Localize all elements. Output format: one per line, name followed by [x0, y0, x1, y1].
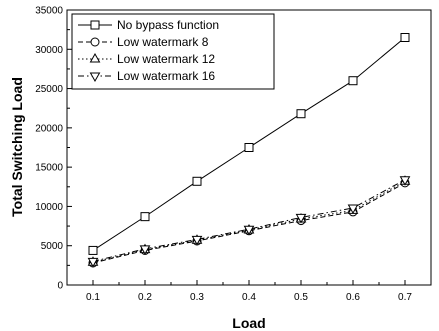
- legend-label: Low watermark 8: [117, 35, 209, 49]
- data-point: [140, 212, 150, 222]
- legend-marker: [90, 37, 100, 47]
- series-2: [88, 178, 410, 268]
- series-line: [92, 180, 406, 263]
- legend-label: Low watermark 16: [117, 69, 215, 83]
- data-point: [139, 245, 151, 255]
- legend-label: Low watermark 12: [117, 52, 215, 66]
- legend-marker: [89, 52, 101, 63]
- data-point: [296, 109, 306, 119]
- y-tick-label: 15000: [35, 163, 63, 174]
- y-tick-label: 20000: [35, 123, 63, 134]
- data-point: [244, 143, 254, 152]
- x-tick-label: 0.3: [190, 292, 204, 303]
- x-tick-label: 0.1: [86, 292, 100, 303]
- data-point: [347, 204, 359, 215]
- data-point: [191, 235, 203, 246]
- data-point: [192, 176, 202, 186]
- x-tick-label: 0.4: [242, 292, 256, 303]
- y-axis-label: Total Switching Load: [9, 77, 25, 217]
- y-tick-label: 0: [57, 281, 63, 292]
- x-tick-label: 0.6: [346, 292, 360, 303]
- y-tick-label: 5000: [41, 241, 64, 252]
- y-tick-label: 10000: [35, 202, 63, 213]
- data-point: [243, 225, 255, 236]
- y-tick-label: 30000: [35, 45, 63, 56]
- series-4: [87, 176, 411, 268]
- data-point: [87, 257, 99, 268]
- data-point: [348, 76, 358, 86]
- x-tick-label: 0.5: [294, 292, 308, 303]
- legend-marker: [89, 72, 101, 83]
- data-point: [88, 245, 98, 255]
- series-3: [87, 175, 411, 266]
- legend-marker: [90, 20, 100, 30]
- data-point: [400, 33, 410, 42]
- x-tick-label: 0.2: [138, 292, 152, 303]
- series-layer: [87, 33, 411, 268]
- legend-label: No bypass function: [117, 18, 219, 32]
- x-axis: 0.1 0.2 0.3 0.4 0.5 0.6 0.7: [66, 280, 432, 303]
- series-1: [88, 33, 410, 255]
- data-point: [295, 213, 307, 224]
- y-tick-label: 35000: [35, 6, 63, 17]
- data-point: [399, 176, 411, 186]
- y-axis: 0 5000 10000 15000 20000 25000 30000 35000: [35, 6, 72, 292]
- x-tick-label: 0.7: [398, 292, 412, 303]
- x-axis-label: Load: [232, 315, 265, 331]
- y-tick-label: 25000: [35, 84, 63, 95]
- legend: No bypass function Low watermark 8 Low wat…: [71, 13, 275, 90]
